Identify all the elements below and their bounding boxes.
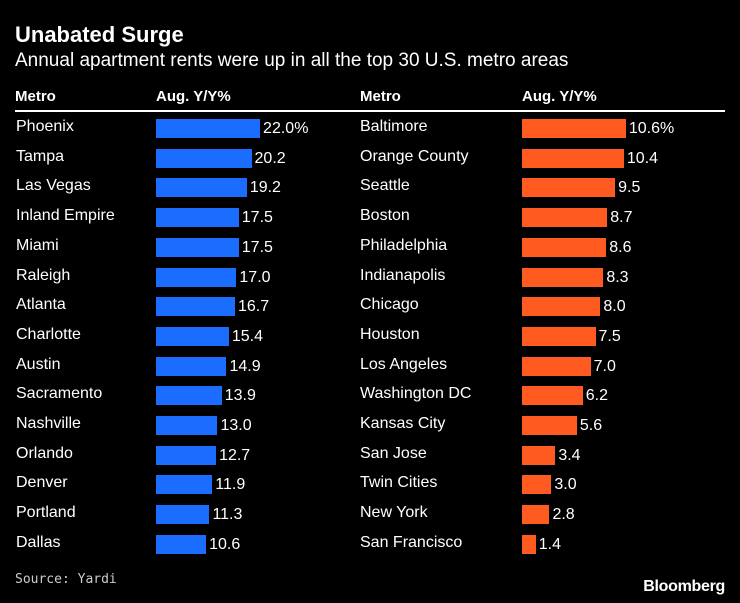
bar-atlanta (156, 297, 235, 317)
value-label-dallas: 10.6 (209, 535, 241, 553)
metro-label-orlando: Orlando (16, 444, 73, 462)
metro-label-miami: Miami (16, 236, 59, 254)
metro-label-washington-dc: Washington DC (360, 385, 472, 403)
bar-philadelphia (522, 237, 607, 257)
value-label-orange-county: 10.4 (626, 149, 659, 167)
bar-austin (156, 356, 227, 376)
value-label-seattle: 9.5 (618, 179, 641, 197)
bar-chicago (522, 297, 601, 317)
metro-label-twin-cities: Twin Cities (360, 474, 438, 492)
bar-sacramento (156, 386, 222, 406)
metro-label-philadelphia: Philadelphia (360, 236, 448, 254)
bar-nashville (156, 416, 218, 435)
bar-raleigh (156, 267, 237, 287)
right-metro-header: Metro (360, 88, 401, 105)
metro-label-baltimore: Baltimore (360, 118, 428, 135)
bar-twin-cities (522, 475, 552, 495)
chart-title: Unabated Surge (15, 22, 184, 47)
value-label-kansas-city: 5.6 (579, 417, 603, 434)
value-label-inland-empire: 17.5 (241, 209, 273, 227)
value-label-charlotte: 15.4 (231, 327, 263, 345)
left-metro-header: Metro (15, 88, 56, 105)
value-label-twin-cities: 3.0 (554, 476, 577, 494)
metro-label-las-vegas: Las Vegas (16, 177, 91, 195)
value-label-portland: 11.3 (212, 506, 243, 524)
metro-label-boston: Boston (360, 207, 410, 225)
value-label-san-francisco: 1.4 (538, 535, 561, 553)
value-label-phoenix: 22.0% (263, 120, 309, 137)
metro-label-seattle: Seattle (360, 177, 410, 195)
value-label-nashville: 13.0 (220, 417, 252, 434)
metro-label-portland: Portland (16, 504, 76, 522)
bloomberg-logo: Bloomberg (643, 578, 725, 595)
bar-san-jose (522, 445, 556, 465)
value-label-las-vegas: 19.2 (249, 179, 281, 197)
bar-seattle (522, 178, 616, 198)
header-divider (15, 110, 725, 112)
metro-label-sacramento: Sacramento (16, 385, 103, 403)
bar-miami (156, 237, 239, 257)
metro-label-nashville: Nashville (16, 415, 81, 432)
value-label-tampa: 20.2 (254, 149, 286, 167)
metro-label-atlanta: Atlanta (16, 296, 66, 314)
value-label-miami: 17.5 (241, 238, 273, 256)
value-label-denver: 11.9 (215, 476, 246, 494)
metro-label-new-york: New York (360, 504, 428, 522)
value-label-atlanta: 16.7 (237, 298, 270, 316)
metro-label-austin: Austin (16, 355, 61, 373)
bar-houston (522, 326, 596, 346)
bar-kansas-city (522, 416, 577, 435)
metro-label-kansas-city: Kansas City (360, 415, 446, 432)
value-label-houston: 7.5 (598, 327, 621, 345)
metro-label-tampa: Tampa (16, 147, 65, 165)
metro-label-houston: Houston (360, 325, 420, 343)
bar-orlando (156, 445, 217, 465)
value-label-washington-dc: 6.2 (585, 387, 608, 405)
metro-label-indianapolis: Indianapolis (360, 266, 446, 284)
left-value-header: Aug. Y/Y% (156, 88, 231, 105)
metro-label-san-jose: San Jose (360, 444, 427, 462)
bar-orange-county (522, 148, 624, 168)
value-label-boston: 8.7 (610, 209, 633, 227)
bar-las-vegas (156, 178, 247, 198)
bar-denver (156, 475, 213, 495)
bar-boston (522, 208, 608, 228)
bar-portland (156, 505, 210, 525)
metro-label-chicago: Chicago (360, 296, 419, 314)
value-label-raleigh: 17.0 (239, 268, 271, 286)
bar-los-angeles (522, 356, 591, 376)
metro-label-inland-empire: Inland Empire (16, 207, 115, 225)
bar-new-york (522, 505, 550, 525)
bar-dallas (156, 534, 207, 554)
value-label-new-york: 2.8 (552, 506, 575, 524)
metro-label-los-angeles: Los Angeles (360, 355, 448, 373)
bar-indianapolis (522, 267, 604, 287)
bar-phoenix (156, 119, 261, 138)
metro-label-denver: Denver (16, 474, 68, 492)
value-label-los-angeles: 7.0 (593, 357, 616, 375)
bar-inland-empire (156, 208, 239, 228)
value-label-austin: 14.9 (229, 357, 261, 375)
right-value-header: Aug. Y/Y% (522, 88, 597, 105)
metro-label-dallas: Dallas (16, 533, 61, 551)
bar-washington-dc (522, 386, 583, 406)
value-label-baltimore: 10.6% (628, 120, 675, 137)
bar-san-francisco (522, 534, 536, 554)
value-label-sacramento: 13.9 (224, 387, 256, 405)
metro-label-charlotte: Charlotte (16, 325, 81, 343)
value-label-indianapolis: 8.3 (606, 268, 629, 286)
source-note: Source: Yardi (15, 572, 117, 587)
value-label-san-jose: 3.4 (558, 446, 581, 464)
metro-label-san-francisco: San Francisco (360, 533, 463, 551)
value-label-orlando: 12.7 (219, 446, 251, 464)
metro-label-phoenix: Phoenix (16, 118, 74, 135)
value-label-philadelphia: 8.6 (609, 238, 632, 256)
bar-baltimore (522, 119, 626, 138)
bar-tampa (156, 148, 252, 168)
metro-label-orange-county: Orange County (360, 147, 469, 165)
bar-charlotte (156, 326, 229, 346)
chart-subtitle: Annual apartment rents were up in all th… (15, 50, 569, 71)
value-label-chicago: 8.0 (603, 298, 626, 316)
metro-label-raleigh: Raleigh (16, 266, 71, 284)
